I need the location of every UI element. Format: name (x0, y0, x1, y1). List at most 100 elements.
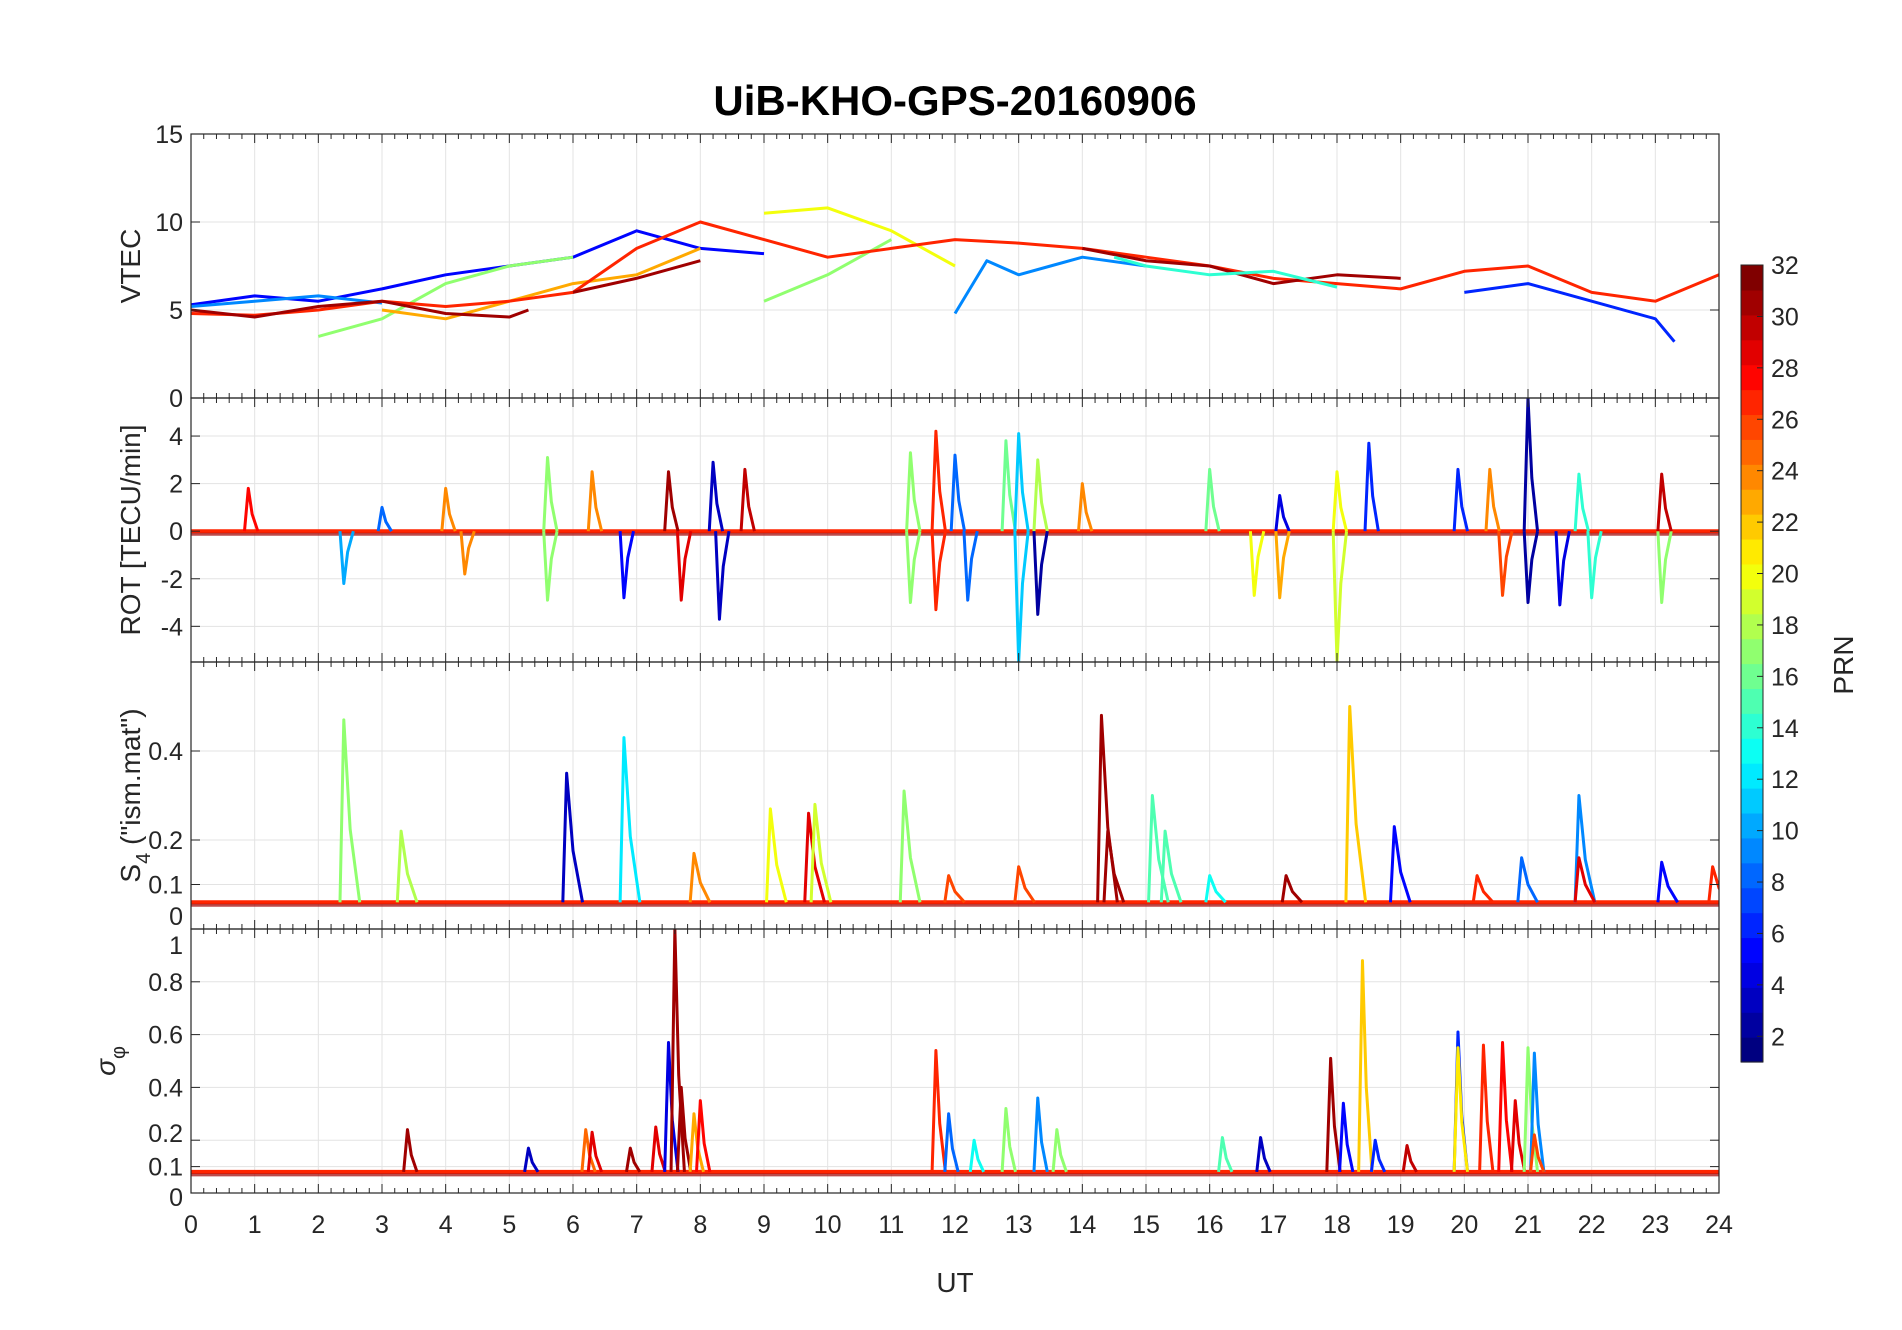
y-tick-label: 0.1 (148, 1154, 183, 1182)
y-label-subscript: 4 (133, 853, 155, 864)
spike-prn-8 (962, 530, 979, 602)
colorbar-segment (1741, 389, 1763, 416)
x-tick-label: 19 (1387, 1211, 1415, 1239)
spike-prn-17 (905, 530, 922, 605)
spike-prn-24 (586, 470, 604, 532)
spike-prn-16 (1204, 467, 1221, 532)
spike-prn-5 (618, 530, 635, 600)
x-tick-label: 20 (1450, 1211, 1478, 1239)
spike-prn-31 (624, 1146, 642, 1173)
spike-prn-5 (1388, 825, 1412, 903)
x-axis-label: UT (936, 1267, 973, 1298)
spike-prn-3 (523, 1146, 540, 1173)
panel-rot: -4 -2 0 2 4 ROT [TECU/min] (115, 397, 1720, 663)
colorbar-segment (1741, 887, 1763, 914)
spike-prn-27 (930, 530, 947, 612)
spike-prn-9 (1529, 1051, 1546, 1173)
x-tick-label: 11 (878, 1211, 904, 1239)
spike-prn-15 (1217, 1136, 1234, 1173)
x-tick-label: 16 (1196, 1211, 1224, 1239)
colorbar-tick-label: 2 (1771, 1023, 1785, 1051)
x-tick-label: 2 (311, 1211, 325, 1239)
x-tick-label: 7 (630, 1211, 644, 1239)
spike-prn-31 (1102, 829, 1126, 903)
spike-prn-31 (1325, 1056, 1342, 1173)
y-tick-label: 0.2 (148, 827, 183, 855)
colorbar-segment (1741, 613, 1763, 640)
spike-prn-6 (1452, 467, 1469, 532)
x-tick-label: 15 (1132, 1211, 1160, 1239)
x-tick-label: 1 (248, 1211, 262, 1239)
y-axis-label: S4 ("ism.mat") (115, 708, 155, 882)
colorbar-tick-label: 24 (1771, 458, 1799, 486)
colorbar-segment (1741, 713, 1763, 739)
colorbar-tick-label: 14 (1771, 715, 1799, 743)
spike-prn-26 (943, 874, 966, 904)
y-tick-label: -2 (161, 566, 183, 594)
spike-prn-31 (669, 929, 686, 1172)
x-tick-label: 8 (693, 1211, 707, 1239)
spike-prn-17 (1051, 1128, 1068, 1173)
x-tick-label: 4 (439, 1211, 453, 1239)
spike-prn-10 (338, 530, 355, 586)
y-tick-label: -4 (161, 613, 183, 641)
y-axis-label: ROT [TECU/min] (115, 424, 146, 635)
x-tick-label: 24 (1705, 1211, 1733, 1239)
spike-prn-30 (1401, 1143, 1418, 1173)
y-tick-label: 0.4 (148, 738, 183, 766)
colorbar-segment (1741, 314, 1763, 341)
y-tick-label: 5 (169, 297, 183, 325)
spike-prn-8 (949, 453, 967, 532)
plot-area (191, 929, 1719, 1177)
spike-prn-2 (1522, 398, 1540, 532)
y-tick-label: 0.1 (148, 872, 183, 900)
colorbar-segment (1741, 339, 1763, 366)
spike-prn-6 (1369, 1138, 1387, 1173)
y-tick-label: 0.4 (148, 1074, 183, 1102)
spike-prn-30 (1656, 472, 1673, 532)
spike-prn-17 (1000, 1107, 1017, 1173)
spike-prn-20 (765, 807, 788, 903)
series-line-prn-9 (191, 294, 383, 308)
spike-prn-26 (1529, 1133, 1546, 1173)
spike-prn-8 (943, 1112, 960, 1173)
spike-prn-3 (1255, 1136, 1272, 1173)
spike-prn-31 (663, 470, 680, 532)
x-tick-label: 17 (1259, 1211, 1287, 1239)
y-tick-label: 0.2 (148, 1120, 183, 1148)
colorbar-segment (1741, 763, 1763, 789)
spike-prn-5 (1656, 860, 1679, 904)
colorbar-segment (1741, 364, 1763, 391)
series-line-prn-23 (381, 247, 701, 321)
colorbar-segment (1741, 937, 1763, 963)
spike-prn-11 (1013, 432, 1030, 532)
spike-prn-27 (930, 429, 947, 532)
spike-prn-28 (242, 486, 260, 532)
colorbar-segment (1741, 987, 1763, 1013)
y-axis-label: σφ (90, 1046, 130, 1076)
x-tick-label: 5 (502, 1211, 516, 1239)
colorbar-segment (1741, 638, 1763, 665)
x-tick-label: 9 (757, 1211, 771, 1239)
panel-s4: 00.10.20.4S4 ("ism.mat") (115, 661, 1720, 931)
y-tick-label: 1 (169, 932, 183, 960)
spike-prn-2 (1522, 530, 1540, 605)
spike-prn-29 (650, 1125, 667, 1173)
spike-prn-19 (809, 802, 833, 903)
colorbar-tick-label: 10 (1771, 818, 1799, 846)
colorbar-box (1740, 264, 1764, 1063)
spike-prn-4 (1274, 494, 1291, 532)
colorbar-tick-label: 26 (1771, 406, 1799, 434)
spike-prn-26 (1013, 865, 1036, 904)
y-label-subscript: φ (108, 1046, 130, 1059)
y-tick-label: 4 (169, 423, 183, 451)
spike-prn-17 (1522, 1046, 1540, 1173)
colorbar-segment (1741, 738, 1763, 764)
series-line-prn-14 (1113, 255, 1338, 289)
spike-prn-12 (618, 736, 642, 903)
panel-vtec: 0 5 10 15 VTEC (115, 121, 1720, 413)
spike-prn-31 (1280, 874, 1304, 904)
